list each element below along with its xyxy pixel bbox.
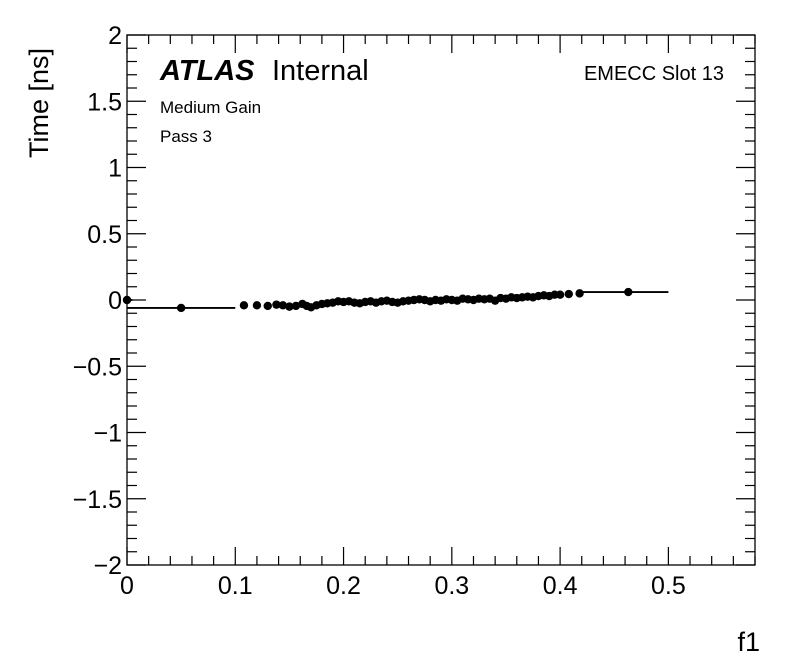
data-point [252, 301, 262, 310]
data-point [263, 301, 272, 311]
atlas-logo-text: ATLAS [159, 55, 255, 87]
atlas-internal-label: Internal [272, 55, 369, 87]
data-point [272, 300, 281, 309]
x-tick-label: 0.2 [326, 572, 361, 600]
y-tick-label: 1 [108, 155, 122, 183]
y-tick-label: −0.5 [73, 353, 122, 381]
gain-label: Medium Gain [160, 98, 261, 117]
x-tick-label: 0.1 [218, 572, 253, 600]
data-point [285, 302, 294, 311]
x-tick-label: 0.3 [434, 572, 469, 600]
x-tick-label: 0.5 [651, 572, 686, 600]
data-point [564, 289, 573, 299]
data-point [278, 301, 288, 310]
y-axis-title: Time [ns] [24, 48, 54, 158]
y-tick-labels: −2 −1.5 −1 −0.5 0 0.5 1 1.5 2 [73, 22, 122, 580]
y-tick-label: 1.5 [87, 88, 122, 116]
y-tick-label: 0.5 [87, 221, 122, 249]
y-tick-label: −2 [93, 552, 122, 580]
data-point [624, 287, 633, 297]
pass-label: Pass 3 [160, 127, 212, 146]
data-point [239, 301, 249, 310]
axis-ticks [126, 34, 756, 566]
data-points [122, 287, 633, 313]
data-point [291, 301, 301, 311]
y-tick-label: 0 [108, 287, 122, 315]
y-tick-label: −1.5 [73, 486, 122, 514]
data-point [122, 295, 132, 305]
data-point [176, 303, 186, 313]
x-axis-title: f1 [737, 627, 760, 657]
y-tick-label: −1 [93, 420, 122, 448]
x-tick-label: 0.4 [543, 572, 578, 600]
x-tick-label: 0 [120, 572, 134, 600]
x-tick-labels: 0 0.1 0.2 0.3 0.4 0.5 [120, 572, 686, 600]
data-point [575, 289, 584, 298]
y-tick-label: 2 [108, 22, 122, 50]
data-point [555, 290, 565, 299]
slot-label: EMECC Slot 13 [584, 63, 724, 85]
